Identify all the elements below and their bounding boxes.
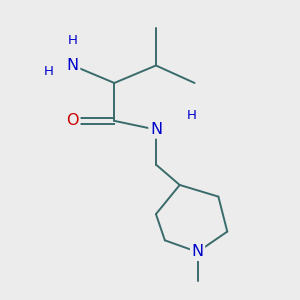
Text: H: H — [187, 109, 196, 122]
Text: N: N — [191, 244, 204, 260]
Text: H: H — [68, 34, 78, 46]
Text: H: H — [44, 65, 54, 78]
Text: N: N — [67, 58, 79, 73]
Text: N: N — [150, 122, 162, 137]
Text: O: O — [67, 113, 79, 128]
